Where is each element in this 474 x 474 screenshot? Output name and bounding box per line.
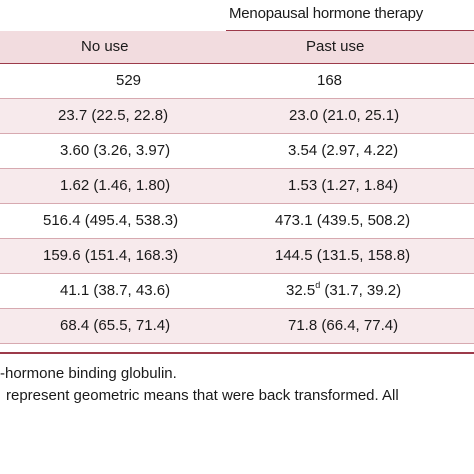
- cell-no-use: 68.4 (65.5, 71.4): [60, 317, 171, 334]
- cell-past-use-value: 32.5: [286, 282, 316, 299]
- column-header-past-use: Past use: [306, 38, 365, 55]
- cell-past-use: 473.1 (439.5, 508.2): [275, 212, 411, 229]
- cell-past-use: 23.0 (21.0, 25.1): [289, 107, 400, 124]
- column-header-no-use: No use: [81, 38, 129, 55]
- cell-no-use: 529: [116, 72, 142, 89]
- cell-no-use: 159.6 (151.4, 168.3): [43, 247, 179, 264]
- table-row: 516.4 (495.4, 538.3) 473.1 (439.5, 508.2…: [0, 204, 474, 239]
- footnote-marker: d: [315, 280, 321, 290]
- group-header: Menopausal hormone therapy: [0, 0, 474, 30]
- cell-past-use: 3.54 (2.97, 4.22): [288, 142, 399, 159]
- cell-no-use: 516.4 (495.4, 538.3): [43, 212, 179, 229]
- cell-past-use: 144.5 (131.5, 158.8): [275, 247, 411, 264]
- cell-past-use: 168: [317, 72, 343, 89]
- footnote-line-1: -hormone binding globulin.: [0, 365, 177, 382]
- cell-no-use: 1.62 (1.46, 1.80): [60, 177, 171, 194]
- cell-no-use: 41.1 (38.7, 43.6): [60, 282, 171, 299]
- table-bottom-rule: [0, 352, 474, 354]
- table-row: 23.7 (22.5, 22.8) 23.0 (21.0, 25.1): [0, 99, 474, 134]
- table-row: 1.62 (1.46, 1.80) 1.53 (1.27, 1.84): [0, 169, 474, 204]
- cell-past-use: 71.8 (66.4, 77.4): [288, 317, 399, 334]
- table-row: 41.1 (38.7, 43.6) 32.5d (31.7, 39.2): [0, 274, 474, 309]
- group-header-label: Menopausal hormone therapy: [229, 5, 424, 22]
- group-header-rule: [226, 30, 474, 31]
- cell-no-use: 23.7 (22.5, 22.8): [58, 107, 169, 124]
- footnote-line-2: represent geometric means that were back…: [6, 387, 399, 404]
- column-header-row: No use Past use: [0, 31, 474, 64]
- table-row: 529 168: [0, 64, 474, 99]
- table-body: 529 168 23.7 (22.5, 22.8) 23.0 (21.0, 25…: [0, 64, 474, 344]
- cell-past-use: 32.5d (31.7, 39.2): [286, 280, 474, 299]
- cell-past-use: 1.53 (1.27, 1.84): [288, 177, 399, 194]
- table-row: 3.60 (3.26, 3.97) 3.54 (2.97, 4.22): [0, 134, 474, 169]
- cell-no-use: 3.60 (3.26, 3.97): [60, 142, 171, 159]
- table-row: 68.4 (65.5, 71.4) 71.8 (66.4, 77.4): [0, 309, 474, 344]
- table-row: 159.6 (151.4, 168.3) 144.5 (131.5, 158.8…: [0, 239, 474, 274]
- cell-past-use-ci: (31.7, 39.2): [320, 282, 402, 299]
